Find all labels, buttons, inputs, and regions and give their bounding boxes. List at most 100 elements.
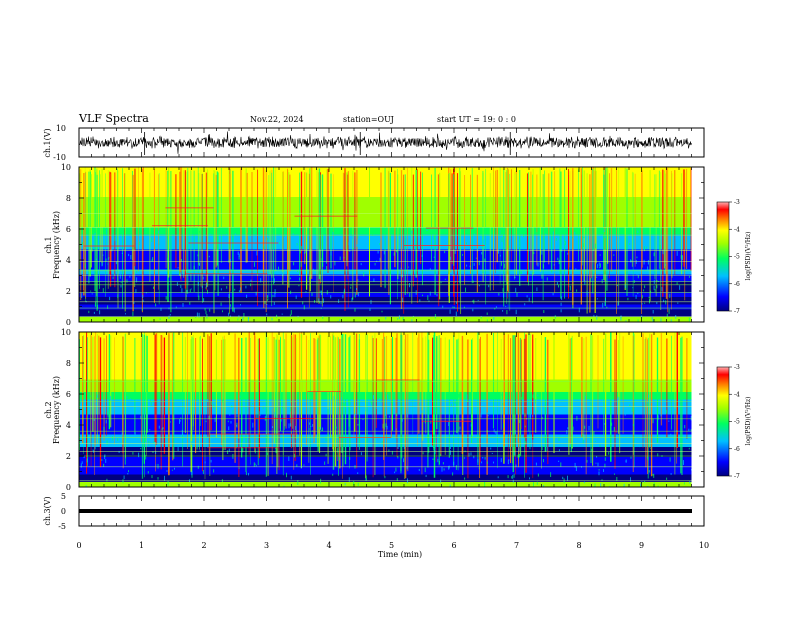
time-tick-label: 1 <box>139 541 144 550</box>
spectrogram-speckle <box>635 259 637 264</box>
spectrogram-speckle <box>640 483 642 487</box>
spectrogram-speckle <box>441 466 443 472</box>
spectrogram-speckle <box>111 436 113 441</box>
ch2-spectrogram-ylabel-channel: ch.2 <box>44 401 53 418</box>
spectrogram-speckle <box>543 459 544 463</box>
spectrogram-speckle <box>398 315 400 320</box>
spectrogram-speckle <box>99 437 101 443</box>
spectrogram-speckle <box>593 431 595 437</box>
spectrogram-band <box>79 354 692 358</box>
spectrogram-speckle <box>302 301 304 305</box>
spectrogram-speckle <box>123 403 125 406</box>
spectrogram-band <box>79 339 692 343</box>
spectrogram-band <box>79 389 692 393</box>
spectrogram-speckle <box>410 273 412 275</box>
spectrogram-speckle <box>111 237 113 241</box>
spectrogram-speckle <box>652 418 654 424</box>
spectrogram-band <box>79 407 692 410</box>
spectrogram-speckle <box>380 400 382 403</box>
spectrogram-speckle <box>630 456 632 459</box>
spectrogram-speckle <box>491 452 493 454</box>
spectrogram-speckle <box>541 445 543 450</box>
spectrogram-speckle <box>571 236 573 239</box>
spectrogram-speckle <box>197 465 199 469</box>
spectrogram-speckle <box>151 237 153 243</box>
spectrogram-speckle <box>272 426 273 428</box>
spectrogram-speckle <box>661 286 663 292</box>
spectrogram-speckle <box>230 421 232 424</box>
spectrogram-speckle <box>178 271 180 276</box>
spectrogram-speckle <box>533 251 535 254</box>
spectrogram-speckle <box>152 451 154 453</box>
spectrogram-speckle <box>180 401 182 406</box>
spectrogram-speckle <box>503 423 505 428</box>
spectrogram-band <box>79 362 692 365</box>
spectrogram-speckle <box>494 308 496 310</box>
spectrogram-speckle <box>207 399 209 402</box>
spectrogram-speckle <box>442 305 444 308</box>
spectrogram-speckle <box>326 261 327 264</box>
spectrogram-band <box>79 369 692 373</box>
spectrogram-speckle <box>604 301 606 306</box>
spectrogram-speckle <box>666 313 668 317</box>
spectrogram-speckle <box>267 298 268 301</box>
spectrogram-band <box>79 332 692 335</box>
frequency-tick-label: 2 <box>66 452 71 461</box>
spectrogram-speckle <box>525 441 527 445</box>
spectrogram-speckle <box>668 308 670 314</box>
spectrogram-speckle <box>262 405 264 410</box>
spectrogram-speckle <box>473 263 475 266</box>
spectrogram-speckle <box>657 415 659 420</box>
spectrogram-speckle <box>167 480 169 486</box>
spectrogram-speckle <box>535 462 537 466</box>
spectrogram-speckle <box>618 396 620 401</box>
spectrogram-speckle <box>601 479 603 481</box>
time-tick-label: 9 <box>639 541 644 550</box>
spectrogram-speckle <box>657 453 659 457</box>
spectrogram-speckle <box>338 434 340 437</box>
spectrogram-speckle <box>322 427 323 432</box>
spectrogram-speckle <box>670 473 672 475</box>
spectrogram-speckle <box>308 427 310 431</box>
spectrogram-speckle <box>516 292 518 297</box>
spectrogram-speckle <box>252 422 254 428</box>
spectrogram-speckle <box>276 314 278 318</box>
spectrogram-speckle <box>641 295 643 299</box>
spectrogram-speckle <box>408 266 410 268</box>
spectrogram-speckle <box>106 437 108 441</box>
spectrogram-speckle <box>625 320 627 322</box>
spectrogram-speckle <box>320 258 322 262</box>
spectrogram-speckle <box>576 415 578 421</box>
ch1-spectrogram-panel: 0 2 4 6 8 10 ch.1 Frequency (kHz) -3 -4 -5 -6 -7 … <box>44 163 752 327</box>
spectrogram-speckle <box>569 269 571 274</box>
spectrogram-speckle <box>519 453 521 457</box>
ch2-colorbar-label: log(PSD)(V²/Hz) <box>745 397 752 446</box>
spectrogram-speckle <box>379 257 381 262</box>
spectrogram-speckle <box>339 456 341 461</box>
spectrogram-speckle <box>339 319 341 321</box>
spectrogram-speckle <box>266 237 268 241</box>
spectrogram-speckle <box>452 306 454 308</box>
spectrogram-speckle <box>141 309 143 311</box>
spectrogram-speckle <box>556 282 558 285</box>
spectrogram-speckle <box>320 301 322 305</box>
spectrogram-speckle <box>373 278 375 282</box>
spectrogram-speckle <box>308 276 310 280</box>
ch2-spectrogram-image <box>79 332 704 487</box>
spectrogram-speckle <box>123 475 125 480</box>
spectrogram-speckle <box>338 299 340 303</box>
spectrogram-speckle <box>558 460 560 462</box>
spectrogram-speckle <box>470 452 472 456</box>
spectrogram-speckle <box>496 431 498 436</box>
spectrogram-speckle <box>257 271 258 276</box>
spectrogram-speckle <box>357 235 359 239</box>
spectrogram-nodata <box>691 167 704 322</box>
spectrogram-speckle <box>238 290 240 292</box>
spectrogram-speckle <box>662 249 664 255</box>
spectrogram-speckle <box>537 394 539 397</box>
spectrogram-speckle <box>513 233 515 235</box>
spectrogram-speckle <box>409 283 410 288</box>
spectrogram-speckle <box>319 290 321 293</box>
spectrogram-band <box>79 457 692 460</box>
